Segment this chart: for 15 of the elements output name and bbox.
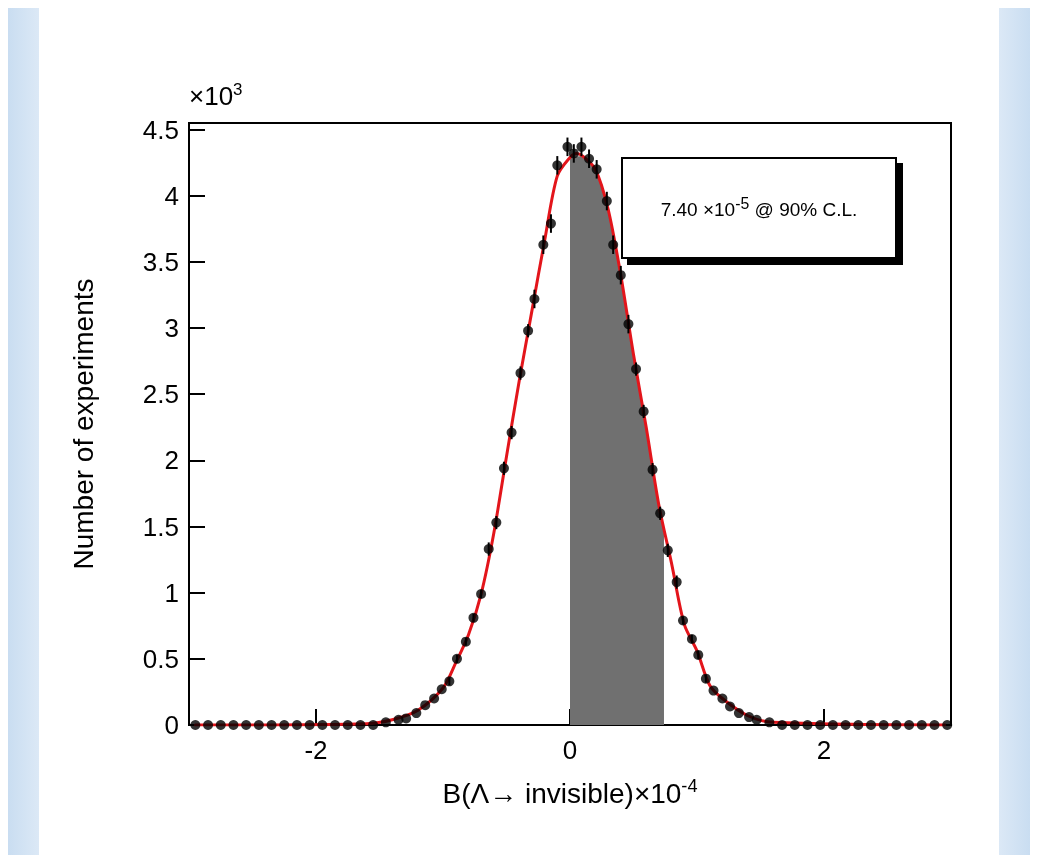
y-tick-label: 1.5 [142, 511, 179, 542]
x-tick-label: 0 [562, 735, 578, 765]
y-tick-label: 2.5 [142, 379, 179, 410]
x-tick-label: -2 [304, 735, 328, 765]
y-axis-title: Number of experiments [67, 278, 99, 570]
x-tick-label: 2 [816, 735, 832, 765]
y-tick-label: 2 [164, 445, 179, 476]
y-tick-label: 4 [164, 180, 179, 211]
y-tick-label: 3.5 [142, 246, 179, 277]
y-tick-label: 1 [164, 577, 179, 608]
y-tick-label: 0 [164, 710, 179, 740]
annotation: 7.40 ×10$^{-5}$ @ 90% C.L. [660, 194, 858, 222]
y-tick-label: 3 [164, 313, 179, 344]
y-tick-label: 4.5 [142, 114, 179, 145]
y-tick-label: 0.5 [142, 643, 179, 674]
